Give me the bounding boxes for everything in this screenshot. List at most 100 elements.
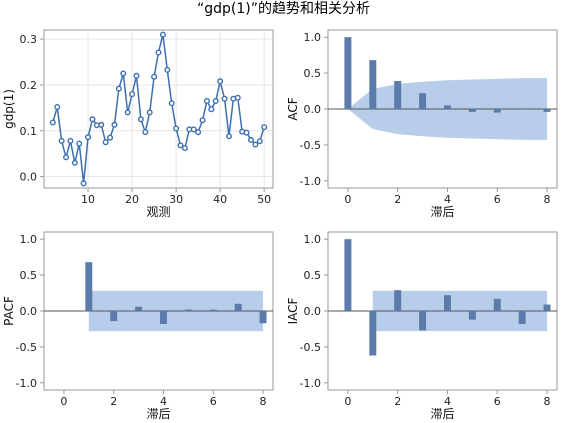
bar: [468, 311, 476, 320]
y-tick-label: 0.5: [304, 269, 322, 282]
y-tick-label: 1.0: [20, 233, 38, 246]
data-point: [199, 117, 206, 124]
bar: [493, 109, 501, 113]
data-point: [217, 78, 224, 85]
x-tick-label: 4: [444, 193, 451, 206]
data-point: [256, 138, 263, 145]
bar: [518, 311, 526, 324]
x-tick-label: 2: [394, 395, 401, 408]
data-point: [146, 109, 153, 116]
data-point: [63, 154, 70, 161]
y-tick-label: -1.0: [300, 377, 321, 390]
bar: [543, 109, 551, 112]
data-point: [129, 91, 136, 98]
bar: [344, 37, 352, 109]
y-tick-label: -0.5: [16, 341, 37, 354]
x-tick-label: 6: [494, 395, 501, 408]
y-tick-label: 0.5: [304, 67, 322, 80]
x-tick-label: 20: [125, 193, 139, 206]
x-tick-label: 4: [160, 395, 167, 408]
data-point: [107, 134, 114, 141]
y-tick-label: 1.0: [304, 233, 322, 246]
y-axis-title: IACF: [286, 297, 300, 324]
bar: [184, 309, 192, 311]
y-axis-title: PACF: [2, 296, 16, 326]
data-point: [252, 141, 259, 148]
bar: [369, 311, 377, 356]
y-axis-title: gdp(1): [2, 89, 16, 129]
iacf-panel: -1.0 -0.5 0.0 0.5 1.0 0 2 4 6 8 滞后 IACF: [286, 231, 558, 421]
data-point: [181, 145, 188, 152]
bar: [159, 311, 167, 324]
y-tick-label: 0.0: [304, 103, 322, 116]
data-point: [124, 109, 131, 116]
data-point: [120, 70, 127, 77]
data-point: [98, 121, 105, 128]
bar: [135, 306, 143, 311]
data-point: [159, 31, 166, 38]
data-point: [155, 49, 162, 56]
bar: [110, 311, 118, 322]
x-tick-label: 6: [494, 193, 501, 206]
data-point: [89, 116, 96, 123]
bar: [419, 311, 427, 331]
y-tick-label: -1.0: [300, 175, 321, 188]
data-point: [85, 134, 92, 141]
x-tick-label: 2: [110, 395, 117, 408]
data-point: [71, 159, 78, 166]
data-point: [80, 180, 87, 187]
data-point: [221, 95, 228, 102]
bar: [543, 304, 551, 311]
data-point: [115, 85, 122, 92]
x-tick-label: 8: [544, 193, 551, 206]
data-point: [58, 137, 65, 144]
bar: [344, 239, 352, 311]
x-tick-label: 8: [544, 395, 551, 408]
data-point: [177, 142, 184, 149]
data-point: [164, 66, 171, 73]
data-point: [67, 137, 74, 144]
bar: [85, 262, 93, 311]
y-tick-label: 0.0: [20, 305, 38, 318]
bar: [234, 303, 242, 311]
y-tick-label: 0.5: [20, 269, 38, 282]
pacf-panel: -1.0 -0.5 0.0 0.5 1.0 0 2 4 6 8 滞后 PACF: [2, 231, 274, 421]
figure-title: “gdp(1)”的趋势和相关分析: [197, 1, 370, 17]
bar: [443, 105, 451, 109]
bar: [493, 298, 501, 311]
data-point: [111, 121, 118, 128]
data-point: [102, 139, 109, 146]
x-tick-label: 2: [394, 193, 401, 206]
bar: [209, 309, 217, 311]
y-axis-title: ACF: [286, 97, 300, 120]
y-tick-label: 0.2: [20, 79, 38, 92]
data-point: [151, 73, 158, 80]
bar: [518, 109, 526, 110]
data-point: [243, 129, 250, 136]
data-point: [261, 124, 268, 131]
data-point: [195, 129, 202, 136]
bar: [259, 311, 267, 324]
data-point: [225, 133, 232, 140]
x-tick-label: 50: [257, 193, 271, 206]
data-point: [76, 140, 83, 147]
data-point: [208, 106, 215, 113]
x-tick-label: 8: [260, 395, 267, 408]
data-point: [49, 119, 56, 126]
y-tick-label: 0.0: [304, 305, 322, 318]
data-point: [173, 125, 180, 132]
bar: [419, 93, 427, 109]
data-point: [54, 103, 61, 110]
y-tick-label: -0.5: [300, 139, 321, 152]
y-tick-label: 0.1: [20, 125, 38, 138]
bar: [394, 80, 402, 109]
data-point: [247, 136, 254, 143]
x-tick-label: 30: [169, 193, 183, 206]
x-tick-label: 6: [210, 395, 217, 408]
trend-panel: 0.0 0.1 0.2 0.3 10 20 30 40 50 观测 gdp(1): [2, 29, 274, 219]
x-tick-label: 4: [444, 395, 451, 408]
data-point: [190, 126, 197, 133]
data-point: [203, 97, 210, 104]
bar: [394, 290, 402, 311]
y-tick-label: -1.0: [16, 377, 37, 390]
